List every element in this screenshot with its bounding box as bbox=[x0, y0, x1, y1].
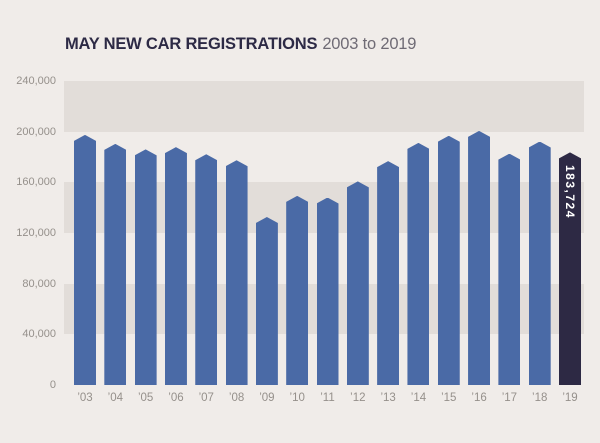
bar-series: ’03 ’04 ’05 ’06 ’07 ’08 ’09 ’10 ’11 ’12 ’13 ’14 ’15 ’… bbox=[64, 81, 584, 404]
bar-column-15: ’15 bbox=[437, 81, 460, 404]
bar bbox=[346, 181, 369, 385]
chart-title-main: MAY NEW CAR REGISTRATIONS bbox=[65, 35, 318, 53]
y-tick-label: 40,000 bbox=[22, 328, 56, 341]
bar bbox=[74, 134, 96, 385]
x-tick-label: ’09 bbox=[259, 392, 275, 404]
x-tick-label: ’12 bbox=[350, 392, 366, 404]
y-tick-label: 240,000 bbox=[16, 75, 56, 87]
x-tick-label: ’08 bbox=[228, 392, 245, 404]
bar-column-19: 183,724 ’19 bbox=[559, 81, 581, 404]
bar-column-11: ’11 bbox=[316, 81, 339, 404]
x-tick-label: ’17 bbox=[501, 392, 518, 404]
x-tick-label: ’19 bbox=[562, 392, 578, 404]
bar-column-04: ’04 bbox=[104, 81, 127, 404]
bar-column-03: ’03 bbox=[74, 81, 96, 404]
bar bbox=[528, 141, 551, 385]
y-tick-label: 200,000 bbox=[16, 125, 56, 138]
y-tick-label: 0 bbox=[49, 379, 56, 391]
bar-highlighted: 183,724 bbox=[559, 152, 581, 385]
x-tick-label: ’11 bbox=[320, 392, 335, 404]
x-tick-label: ’10 bbox=[289, 392, 305, 404]
bar-column-07: ’07 bbox=[195, 81, 218, 404]
bar bbox=[316, 197, 339, 385]
bar bbox=[286, 195, 309, 385]
bar-column-10: ’10 bbox=[286, 81, 309, 404]
bar-column-16: ’16 bbox=[468, 81, 491, 404]
background-band bbox=[64, 81, 584, 132]
bar bbox=[468, 130, 491, 385]
x-tick-label: ’14 bbox=[410, 392, 427, 404]
plot-area: ’03 ’04 ’05 ’06 ’07 ’08 ’09 ’10 ’11 ’12 ’13 ’14 ’15 ’… bbox=[64, 81, 584, 404]
bar bbox=[498, 153, 521, 385]
y-tick-label: 160,000 bbox=[16, 176, 56, 189]
bar-column-08: ’08 bbox=[225, 81, 248, 404]
bar-column-18: ’18 bbox=[528, 81, 551, 404]
bar bbox=[407, 142, 430, 385]
bar bbox=[104, 143, 127, 385]
bar bbox=[225, 160, 248, 385]
x-tick-label: ’06 bbox=[168, 392, 184, 404]
bar-column-14: ’14 bbox=[407, 81, 430, 404]
x-tick-label: ’18 bbox=[532, 392, 548, 404]
x-tick-label: ’15 bbox=[441, 392, 457, 404]
chart-title: MAY NEW CAR REGISTRATIONS 2003 to 2019 bbox=[65, 35, 416, 54]
bar bbox=[255, 217, 278, 385]
x-tick-label: ’13 bbox=[380, 392, 396, 404]
bar bbox=[437, 135, 460, 385]
bar bbox=[134, 149, 157, 385]
chart-title-subtitle: 2003 to 2019 bbox=[322, 35, 417, 53]
bar-column-06: ’06 bbox=[164, 81, 187, 404]
bar-column-12: ’12 bbox=[346, 81, 369, 404]
x-tick-label: ’16 bbox=[471, 392, 487, 404]
bar-value-annotation: 183,724 bbox=[563, 165, 577, 220]
bar-column-17: ’17 bbox=[498, 81, 521, 404]
bar-column-05: ’05 bbox=[134, 81, 157, 404]
x-tick-label: ’04 bbox=[107, 392, 123, 404]
bar-column-09: ’09 bbox=[255, 81, 278, 404]
y-tick-label: 120,000 bbox=[16, 227, 56, 239]
x-tick-label: ’07 bbox=[198, 392, 214, 404]
y-tick-label: 80,000 bbox=[22, 277, 56, 290]
bar bbox=[195, 154, 218, 385]
x-tick-label: ’05 bbox=[137, 392, 154, 404]
bar bbox=[164, 147, 187, 385]
bar-column-13: ’13 bbox=[377, 81, 400, 404]
x-tick-label: ’03 bbox=[77, 392, 93, 404]
bar bbox=[377, 161, 400, 385]
y-axis: 240,000 200,000 160,000 120,000 80,000 40,000… bbox=[0, 75, 57, 391]
